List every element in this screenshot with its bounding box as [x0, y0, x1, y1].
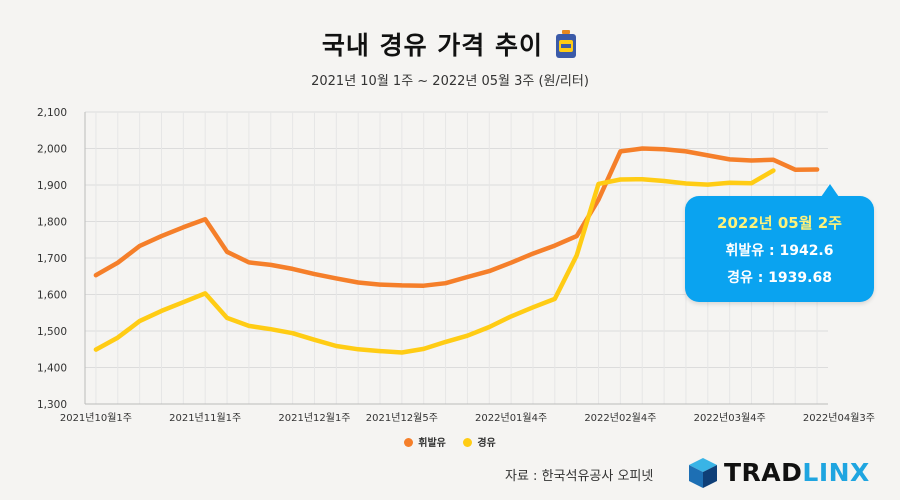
- brand-name: TRADLINX: [724, 458, 870, 487]
- legend-item-gasoline[interactable]: 휘발유: [404, 434, 446, 449]
- y-tick-label: 1,600: [37, 290, 67, 302]
- y-tick-label: 1,400: [37, 363, 67, 375]
- y-tick-label: 1,700: [37, 253, 67, 265]
- chart-legend: 휘발유 경유: [0, 434, 900, 449]
- y-tick-label: 2,100: [37, 107, 67, 119]
- x-tick-label: 2021년12월1주: [278, 412, 350, 424]
- brand-name-right: LINX: [802, 458, 870, 487]
- chart-subtitle: 2021년 10월 1주 ~ 2022년 05월 3주 (원/리터): [311, 74, 589, 89]
- source-note: 자료 : 한국석유공사 오피넷: [505, 469, 654, 484]
- y-tick-label: 1,900: [37, 180, 67, 192]
- chart-title: 국내 경유 가격 추이: [321, 31, 544, 60]
- fuel-can-icon: [556, 30, 577, 58]
- chart-title-row: 국내 경유 가격 추이: [0, 26, 900, 62]
- series-line-gasoline: [93, 146, 820, 288]
- brand-cube-icon: [689, 458, 717, 488]
- legend-dot-gasoline: [404, 438, 414, 447]
- x-tick-label: 2022년01월4주: [475, 412, 547, 424]
- y-tick-label: 1,300: [37, 399, 67, 411]
- x-tick-label: 2022년02월4주: [584, 412, 656, 424]
- series-line-diesel: [93, 168, 776, 355]
- legend-item-diesel[interactable]: 경유: [463, 434, 496, 449]
- x-tick-label: 2022년03월4주: [694, 412, 766, 424]
- x-tick-label: 2021년11월1주: [169, 412, 241, 424]
- tooltip-date: 2022년 05월 2주: [717, 214, 842, 232]
- x-tick-label: 2021년12월5주: [366, 412, 438, 424]
- x-tick-label: 2021년10월1주: [60, 412, 132, 424]
- tooltip-diesel-value: 경유 : 1939.68: [727, 270, 832, 286]
- y-tick-label: 2,000: [37, 144, 67, 156]
- y-tick-label: 1,800: [37, 217, 67, 229]
- y-tick-label: 1,500: [37, 326, 67, 338]
- legend-label-gasoline: 휘발유: [418, 438, 446, 449]
- legend-dot-diesel: [463, 438, 473, 447]
- tooltip-gasoline-value: 휘발유 : 1942.6: [725, 243, 834, 259]
- brand-name-left: TRAD: [724, 458, 803, 487]
- legend-label-diesel: 경유: [477, 438, 496, 449]
- data-tooltip: 2022년 05월 2주 휘발유 : 1942.6 경유 : 1939.68: [685, 184, 874, 302]
- x-tick-label: 2022년04월3주: [803, 412, 875, 424]
